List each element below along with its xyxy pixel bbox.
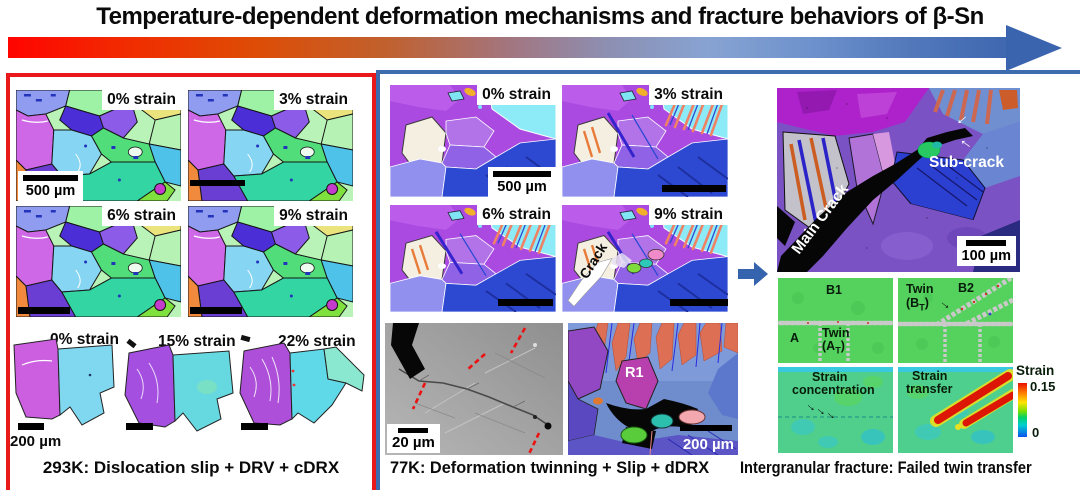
scale-bar xyxy=(190,307,242,314)
scale-label: 20 µm xyxy=(392,434,435,451)
grain-map-image xyxy=(13,338,115,426)
scale-bar xyxy=(18,423,44,430)
grain-map-293k-22pct xyxy=(236,339,368,435)
left-panel-293k: 0% strain 500 µm 3% strain 6% strain 9% … xyxy=(6,73,376,490)
scale-bar-box: 500 µm xyxy=(488,167,556,197)
strain-map-image xyxy=(778,367,893,453)
strain-annotation-line1: Strain xyxy=(812,370,848,384)
scale-bar xyxy=(966,240,1007,246)
ebsd-map-77k-9pct: 9% strain Crack xyxy=(562,205,728,312)
colorbar-min-value: 0 xyxy=(1032,425,1040,440)
twin-map-image xyxy=(898,278,1013,363)
twin-map-image xyxy=(778,278,893,363)
scale-bar xyxy=(498,299,553,306)
right-panel-caption: Intergranular fracture: Failed twin tran… xyxy=(740,458,1032,477)
scale-bar xyxy=(190,180,245,186)
strain-label: 0% strain xyxy=(50,331,119,348)
right-panel-77k-fracture: 0% strain 500 µm 3% strain 6% strain 9% … xyxy=(376,70,1080,490)
scale-bar-box: 20 µm xyxy=(387,424,440,453)
middle-panel-caption: 77K: Deformation twinning + Slip + dDRX xyxy=(390,458,710,477)
grain-map-image xyxy=(124,344,234,432)
left-panel-caption: 293K: Dislocation slip + DRV + cDRX xyxy=(42,458,340,477)
grain-label-a: A xyxy=(790,331,800,345)
scale-bar xyxy=(18,307,70,314)
scale-bar xyxy=(126,423,153,430)
ebsd-map-293k-3pct: 3% strain xyxy=(188,90,353,201)
strain-annotation-line1: Strain xyxy=(912,369,948,383)
twin-map-b: Twin (BT) B2 → xyxy=(898,278,1013,363)
scale-label: 100 µm xyxy=(961,248,1011,264)
ebsd-map-293k-9pct: 9% strain xyxy=(188,206,353,317)
twin-label-sub: (BT) xyxy=(906,296,929,313)
twin-map-a: B1 A Twin (AT) xyxy=(778,278,893,363)
scale-label: 200 µm xyxy=(10,433,62,450)
scale-label: 200 µm xyxy=(682,436,734,453)
scale-bar-box: 100 µm xyxy=(956,236,1016,266)
grain-label-b2: B2 xyxy=(958,281,974,295)
colorbar-title: Strain xyxy=(1016,363,1055,378)
strain-map-image xyxy=(898,367,1013,453)
sub-crack-annotation: Sub-crack xyxy=(929,154,1004,171)
temperature-gradient-arrow-head xyxy=(1006,25,1062,71)
scale-bar xyxy=(23,175,78,181)
grain-label-b1: B1 xyxy=(826,283,842,297)
strain-label: 0% strain xyxy=(477,85,556,105)
ebsd-map-293k-6pct: 6% strain xyxy=(16,206,181,317)
ebsd-map-77k-3pct: 3% strain xyxy=(562,85,728,197)
strain-label: 3% strain xyxy=(649,85,728,105)
scale-bar xyxy=(241,423,268,430)
strain-map-transfer: Strain transfer xyxy=(898,367,1013,453)
sem-image-77k: 20 µm xyxy=(385,323,563,455)
strain-label: 9% strain xyxy=(649,205,728,225)
twin-label: Twin xyxy=(822,326,850,340)
strain-annotation-line2: transfer xyxy=(906,382,953,396)
grain-map-293k-15pct xyxy=(123,339,235,435)
grain-map-image xyxy=(239,342,365,426)
twin-label-sub: (AT) xyxy=(822,339,845,356)
fracture-map: Main Crack Sub-crack → → 100 µm xyxy=(777,88,1020,272)
strain-label: 3% strain xyxy=(274,90,353,110)
strain-map-concentration: Strain concentration → → → xyxy=(778,367,893,453)
colorbar-max-value: 0.15 xyxy=(1030,379,1056,394)
strain-annotation-line2: concentration xyxy=(792,383,875,397)
temperature-gradient-arrow-body xyxy=(8,37,1008,58)
scale-bar xyxy=(493,171,551,177)
strain-label: 15% strain xyxy=(158,333,236,350)
strain-label: 0% strain xyxy=(102,90,181,110)
grain-annotation-r1: R1 xyxy=(625,365,644,381)
scale-bar xyxy=(398,428,429,433)
twin-label: Twin xyxy=(906,282,934,296)
flow-arrow-icon xyxy=(738,261,768,287)
scale-label: 500 µm xyxy=(497,179,547,195)
strain-label: 6% strain xyxy=(102,206,181,226)
strain-label: 22% strain xyxy=(278,333,356,350)
ebsd-map-293k-0pct: 0% strain 500 µm xyxy=(16,90,181,201)
figure-title: Temperature-dependent deformation mechan… xyxy=(96,3,984,30)
strain-colorbar xyxy=(1018,383,1027,437)
scale-bar xyxy=(680,425,732,431)
scale-bar xyxy=(662,185,726,192)
grain-map-293k-0pct xyxy=(12,335,118,431)
ebsd-map-77k-0pct: 0% strain 500 µm xyxy=(390,85,556,197)
strain-label: 9% strain xyxy=(274,206,353,226)
drx-map-image xyxy=(568,323,738,455)
ebsd-map-77k-6pct: 6% strain xyxy=(390,205,556,312)
drx-map-77k: R1 200 µm xyxy=(568,323,738,455)
strain-label: 6% strain xyxy=(477,205,556,225)
scale-bar xyxy=(670,299,728,306)
scale-bar-box: 500 µm xyxy=(18,171,83,201)
scale-label: 500 µm xyxy=(25,183,76,199)
